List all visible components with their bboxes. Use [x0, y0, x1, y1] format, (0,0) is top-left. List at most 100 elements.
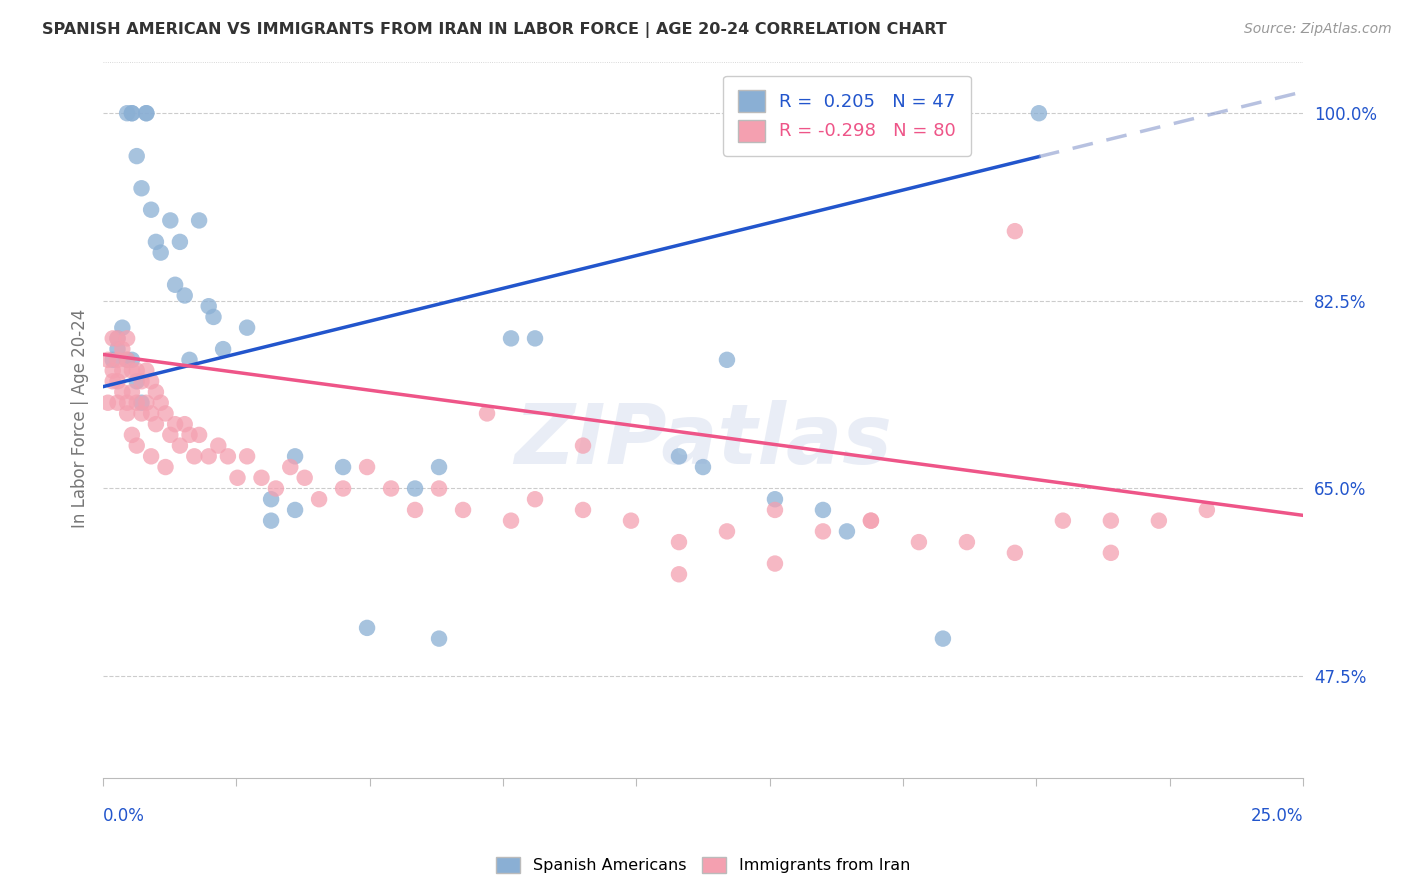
Point [183, 450, 205, 464]
Point [173, 417, 195, 432]
Point [115, 406, 138, 420]
Point [859, 514, 882, 528]
Y-axis label: In Labor Force | Age 20-24: In Labor Force | Age 20-24 [72, 310, 89, 528]
Point [101, 363, 124, 377]
Point [121, 106, 143, 120]
Point [1099, 514, 1122, 528]
Point [155, 460, 177, 475]
Point [125, 363, 148, 377]
Point [179, 428, 201, 442]
Point [236, 450, 259, 464]
Point [159, 428, 181, 442]
Point [404, 482, 426, 496]
Point [451, 503, 474, 517]
Point [956, 535, 979, 549]
Point [139, 450, 162, 464]
Point [135, 395, 157, 409]
Point [197, 450, 219, 464]
Point [260, 492, 283, 507]
Text: ZIPatlas: ZIPatlas [515, 400, 891, 481]
Point [1195, 503, 1218, 517]
Point [356, 460, 378, 475]
Point [125, 374, 148, 388]
Point [811, 524, 834, 539]
Point [135, 106, 157, 120]
Point [145, 384, 167, 399]
Point [107, 331, 129, 345]
Point [572, 503, 595, 517]
Point [101, 352, 124, 367]
Point [139, 406, 162, 420]
Point [173, 288, 195, 302]
Point [427, 482, 450, 496]
Point [668, 567, 690, 582]
Point [308, 492, 330, 507]
Point [763, 503, 786, 517]
Point [149, 245, 172, 260]
Point [811, 503, 834, 517]
Point [499, 514, 522, 528]
Point [111, 320, 134, 334]
Point [207, 439, 229, 453]
Point [115, 331, 138, 345]
Legend: R =  0.205   N = 47, R = -0.298   N = 80: R = 0.205 N = 47, R = -0.298 N = 80 [723, 76, 970, 156]
Point [159, 213, 181, 227]
Point [572, 439, 595, 453]
Point [179, 352, 201, 367]
Point [908, 535, 931, 549]
Point [165, 277, 187, 292]
Point [1052, 514, 1074, 528]
Point [115, 395, 138, 409]
Point [668, 535, 690, 549]
Point [131, 406, 153, 420]
Point [475, 406, 498, 420]
Point [250, 471, 273, 485]
Point [115, 106, 138, 120]
Point [835, 524, 858, 539]
Point [115, 352, 138, 367]
Point [332, 460, 354, 475]
Point [135, 363, 157, 377]
Point [427, 632, 450, 646]
Point [111, 363, 134, 377]
Point [859, 514, 882, 528]
Point [763, 557, 786, 571]
Point [1004, 224, 1026, 238]
Text: 0.0%: 0.0% [103, 806, 145, 825]
Point [135, 106, 157, 120]
Point [499, 331, 522, 345]
Point [284, 450, 307, 464]
Point [380, 482, 402, 496]
Text: SPANISH AMERICAN VS IMMIGRANTS FROM IRAN IN LABOR FORCE | AGE 20-24 CORRELATION : SPANISH AMERICAN VS IMMIGRANTS FROM IRAN… [42, 22, 946, 38]
Point [121, 363, 143, 377]
Point [107, 342, 129, 356]
Point [121, 352, 143, 367]
Point [264, 482, 287, 496]
Point [145, 417, 167, 432]
Text: 25.0%: 25.0% [1250, 806, 1303, 825]
Point [121, 106, 143, 120]
Point [149, 395, 172, 409]
Point [107, 352, 129, 367]
Point [107, 331, 129, 345]
Point [121, 428, 143, 442]
Point [188, 428, 211, 442]
Point [131, 395, 153, 409]
Point [202, 310, 225, 324]
Point [212, 342, 235, 356]
Point [427, 460, 450, 475]
Point [107, 395, 129, 409]
Point [294, 471, 316, 485]
Point [131, 374, 153, 388]
Point [139, 374, 162, 388]
Point [692, 460, 714, 475]
Point [404, 503, 426, 517]
Point [284, 503, 307, 517]
Point [716, 524, 738, 539]
Point [101, 331, 124, 345]
Point [121, 384, 143, 399]
Point [217, 450, 239, 464]
Point [524, 331, 547, 345]
Point [278, 460, 301, 475]
Point [716, 352, 738, 367]
